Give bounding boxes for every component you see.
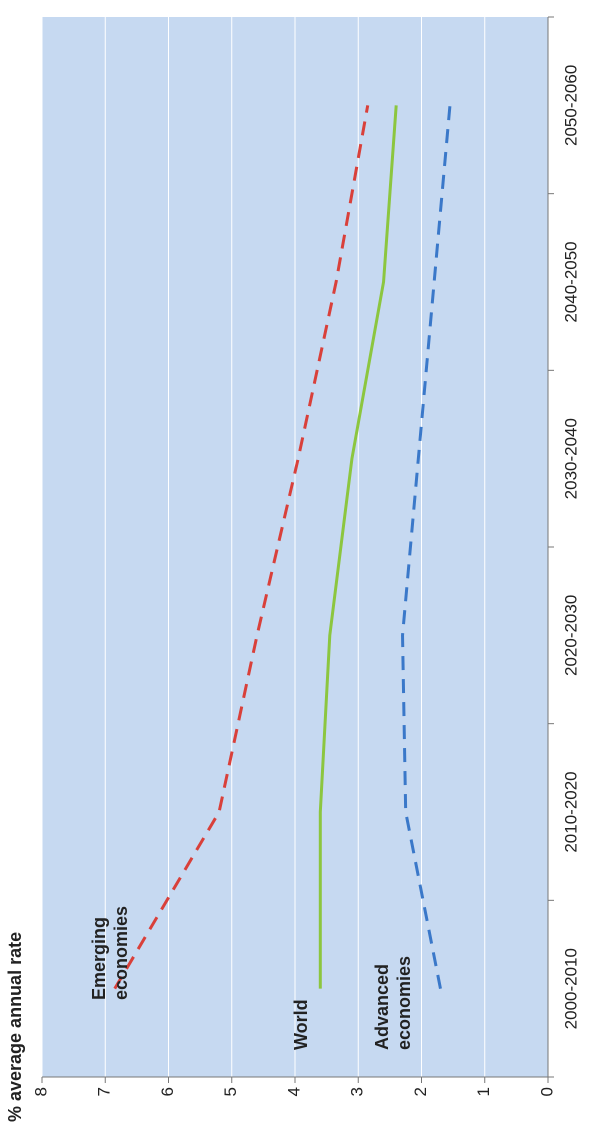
label-line: economies bbox=[111, 906, 131, 1000]
y-tick-label: 1 bbox=[474, 1087, 493, 1096]
series-label: World bbox=[291, 999, 311, 1050]
x-tick-label: 2030-2040 bbox=[561, 418, 580, 499]
line-series bbox=[318, 105, 398, 989]
x-tick-label: 2010-2020 bbox=[561, 771, 580, 852]
line-series bbox=[401, 105, 452, 989]
rotated-chart: % average annual rate 0 1 2 3 4 5 6 7 8 2000-2010… bbox=[5, 16, 580, 1122]
x-tick-label: 2000-2010 bbox=[561, 948, 580, 1029]
y-tick-label: 6 bbox=[158, 1087, 177, 1096]
label-line: Emerging bbox=[89, 912, 109, 1000]
y-tick-label: 2 bbox=[411, 1087, 430, 1096]
label-line: Advanced bbox=[372, 959, 392, 1050]
y-axis-label: % average annual rate bbox=[5, 932, 25, 1122]
x-tick-label: 2050-2060 bbox=[561, 65, 580, 146]
y-tick-label: 5 bbox=[221, 1087, 240, 1096]
line-series bbox=[113, 105, 370, 990]
label-line: World bbox=[291, 999, 311, 1050]
y-tick-label: 3 bbox=[348, 1087, 367, 1096]
label-line: economies bbox=[394, 956, 414, 1050]
x-tick-label: 2040-2050 bbox=[561, 241, 580, 322]
y-tick-label: 8 bbox=[31, 1087, 50, 1096]
series-label: Advanced economies bbox=[372, 956, 414, 1050]
y-tick-label: 7 bbox=[95, 1087, 114, 1096]
y-tick-label: 4 bbox=[284, 1087, 303, 1096]
y-tick-label: 0 bbox=[537, 1087, 556, 1096]
series-label: Emerging economies bbox=[89, 906, 131, 1000]
x-tick-label: 2020-2030 bbox=[561, 595, 580, 676]
